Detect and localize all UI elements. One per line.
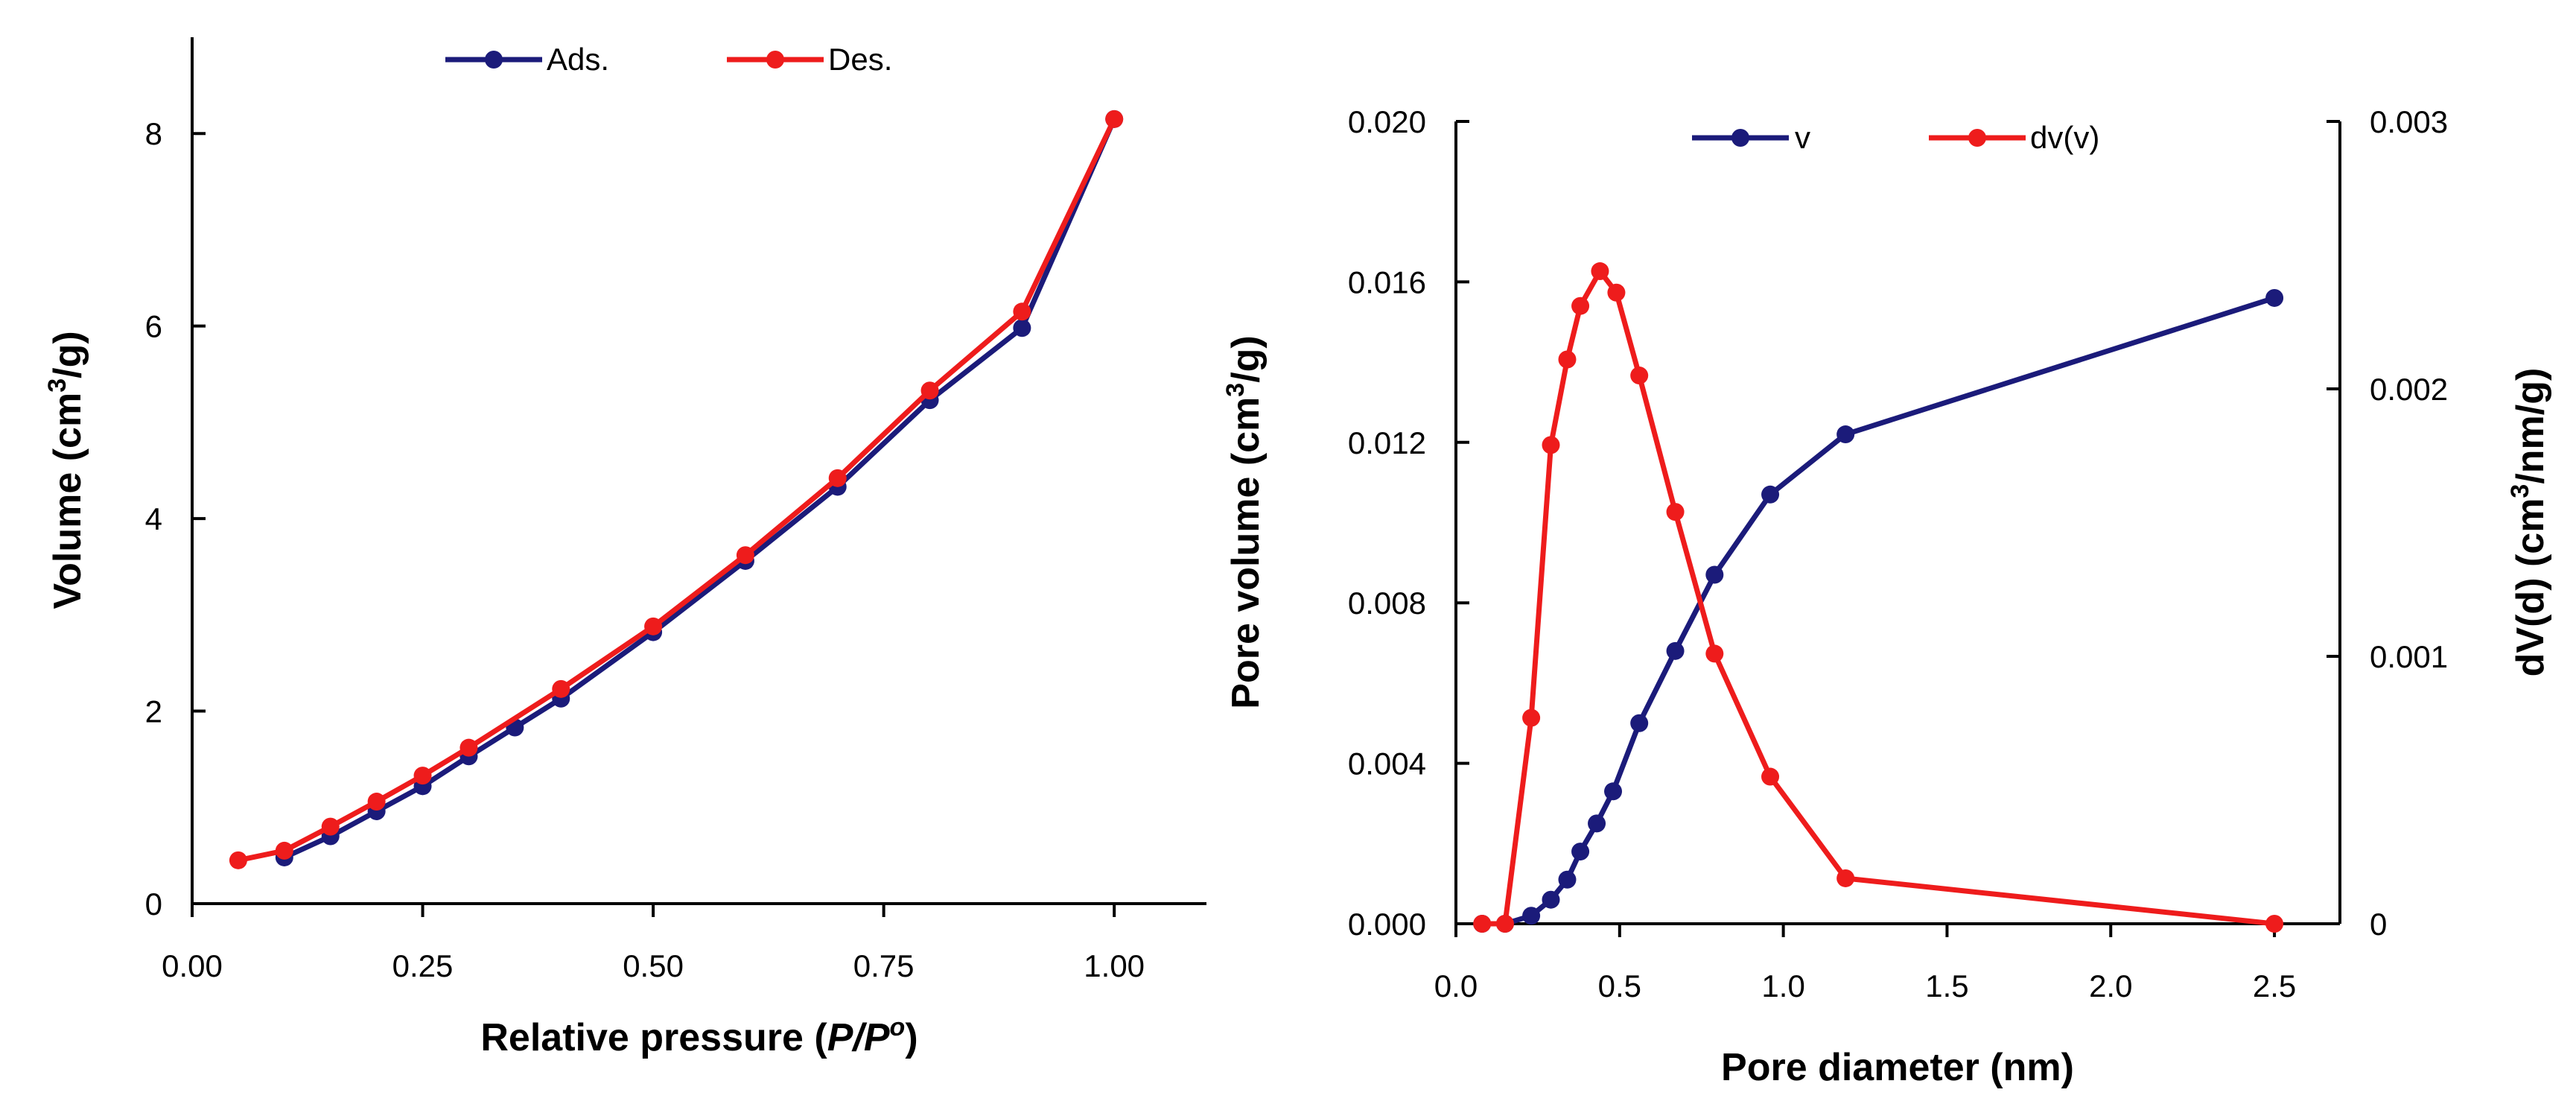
data-point-v [1558,870,1577,889]
data-point-dv-v [1522,708,1541,727]
data-point-des [552,679,570,698]
isotherm-chart: 0 2 4 6 8 0.00 0.25 0.50 0.75 1.00 Ads. Des. Rela… [43,37,1206,1059]
isotherm-x-tick-label: 0.25 [392,948,454,983]
pore-right-y-tick-label: 0.003 [2370,104,2448,139]
data-point-v [1630,714,1649,732]
isotherm-x-tick-label: 0.50 [623,948,684,983]
data-point-v [1571,843,1590,861]
legend-label-des: Des. [828,42,892,77]
isotherm-y-tick-label: 0 [145,887,162,922]
pore-left-y-axis-title: Pore volume (cm3/g) [1221,335,1268,708]
data-point-v [1666,641,1685,660]
pore-left-y-tick-label: 0.020 [1348,104,1426,139]
pore-x-tick-label: 0.0 [1434,968,1478,1003]
isotherm-legend: Ads. Des. [445,42,892,77]
series-line-des [238,118,1117,863]
pore-x-tick-label: 2.5 [2253,968,2296,1003]
data-point-dv-v [1630,367,1649,385]
data-point-des [736,546,754,565]
data-point-dv-v [1542,436,1560,454]
data-point-des [459,738,478,757]
legend-marker-v [1731,129,1749,147]
data-point-v [1542,890,1560,909]
isotherm-y-tick-label: 2 [145,694,162,729]
data-point-des [413,767,432,785]
pore-left-y-tick-label: 0.008 [1348,586,1426,621]
data-point-dv-v [1495,915,1514,933]
pore-right-y-tick-label: 0.002 [2370,372,2448,407]
data-point-dv-v [1836,869,1855,887]
data-point-v [1522,907,1541,925]
data-point-dv-v [1571,296,1590,315]
data-point-v [1836,425,1855,444]
data-point-des [275,841,293,860]
pore-distribution-chart: 0.0000.0040.0080.0120.0160.02000.0010.00… [1221,104,2552,1089]
pore-left-y-tick-label: 0.012 [1348,425,1426,460]
isotherm-y-tick-label: 6 [145,309,162,344]
isotherm-x-tick-label: 1.00 [1084,948,1145,983]
data-point-dv-v [1591,262,1609,281]
data-point-v [1588,814,1606,833]
data-point-des [1105,110,1124,128]
legend-marker-dvv [1968,129,1986,147]
pore-x-tick-label: 1.0 [1761,968,1804,1003]
data-point-dv-v [1607,283,1626,302]
isotherm-y-tick-label: 4 [145,501,162,536]
pore-left-y-tick-label: 0.004 [1348,746,1426,781]
pore-x-tick-label: 0.5 [1598,968,1641,1003]
pore-x-tick-label: 1.5 [1925,968,1968,1003]
pore-left-y-tick-label: 0.016 [1348,264,1426,299]
data-point-des [644,617,663,635]
series-line-ads [283,118,1117,860]
legend-label-ads: Ads. [547,42,609,77]
data-point-dv-v [2265,915,2284,933]
pore-right-y-axis-title: dV(d) (cm3/nm/g) [2506,368,2552,677]
isotherm-y-tick-label: 8 [145,116,162,151]
pore-x-tick-label: 2.0 [2089,968,2132,1003]
data-point-des [321,817,340,836]
pore-x-axis-title: Pore diameter (nm) [1721,1046,2074,1089]
data-point-des [367,793,386,811]
data-point-dv-v [1761,767,1780,786]
data-point-des [920,381,939,400]
isotherm-x-tick-label: 0.75 [853,948,915,983]
pore-legend: v dv(v) [1692,120,2099,155]
pore-left-y-tick-label: 0.000 [1348,907,1426,942]
series-line-dv-v [1482,268,2275,927]
data-point-v [1761,485,1780,504]
pore-right-y-tick-label: 0 [2370,907,2387,942]
data-point-des [229,851,247,869]
data-point-v [2265,288,2284,307]
legend-marker-des [766,51,784,69]
isotherm-x-tick-label: 0.00 [162,948,223,983]
data-point-v [1705,565,1724,584]
data-point-des [828,469,847,487]
pore-right-y-tick-label: 0.001 [2370,639,2448,674]
data-point-dv-v [1473,915,1492,933]
isotherm-y-axis-title: Volume (cm3/g) [43,331,89,609]
data-point-dv-v [1705,644,1724,663]
data-point-dv-v [1666,503,1685,521]
data-point-des [1013,302,1031,321]
legend-marker-ads [485,51,503,69]
data-point-v [1604,782,1623,801]
data-point-ads [1013,319,1031,337]
data-point-dv-v [1558,350,1577,369]
legend-label-dvv: dv(v) [2030,120,2099,155]
isotherm-x-axis-title: Relative pressure (P/Po) [480,1013,917,1059]
legend-label-v: v [1795,120,1810,155]
